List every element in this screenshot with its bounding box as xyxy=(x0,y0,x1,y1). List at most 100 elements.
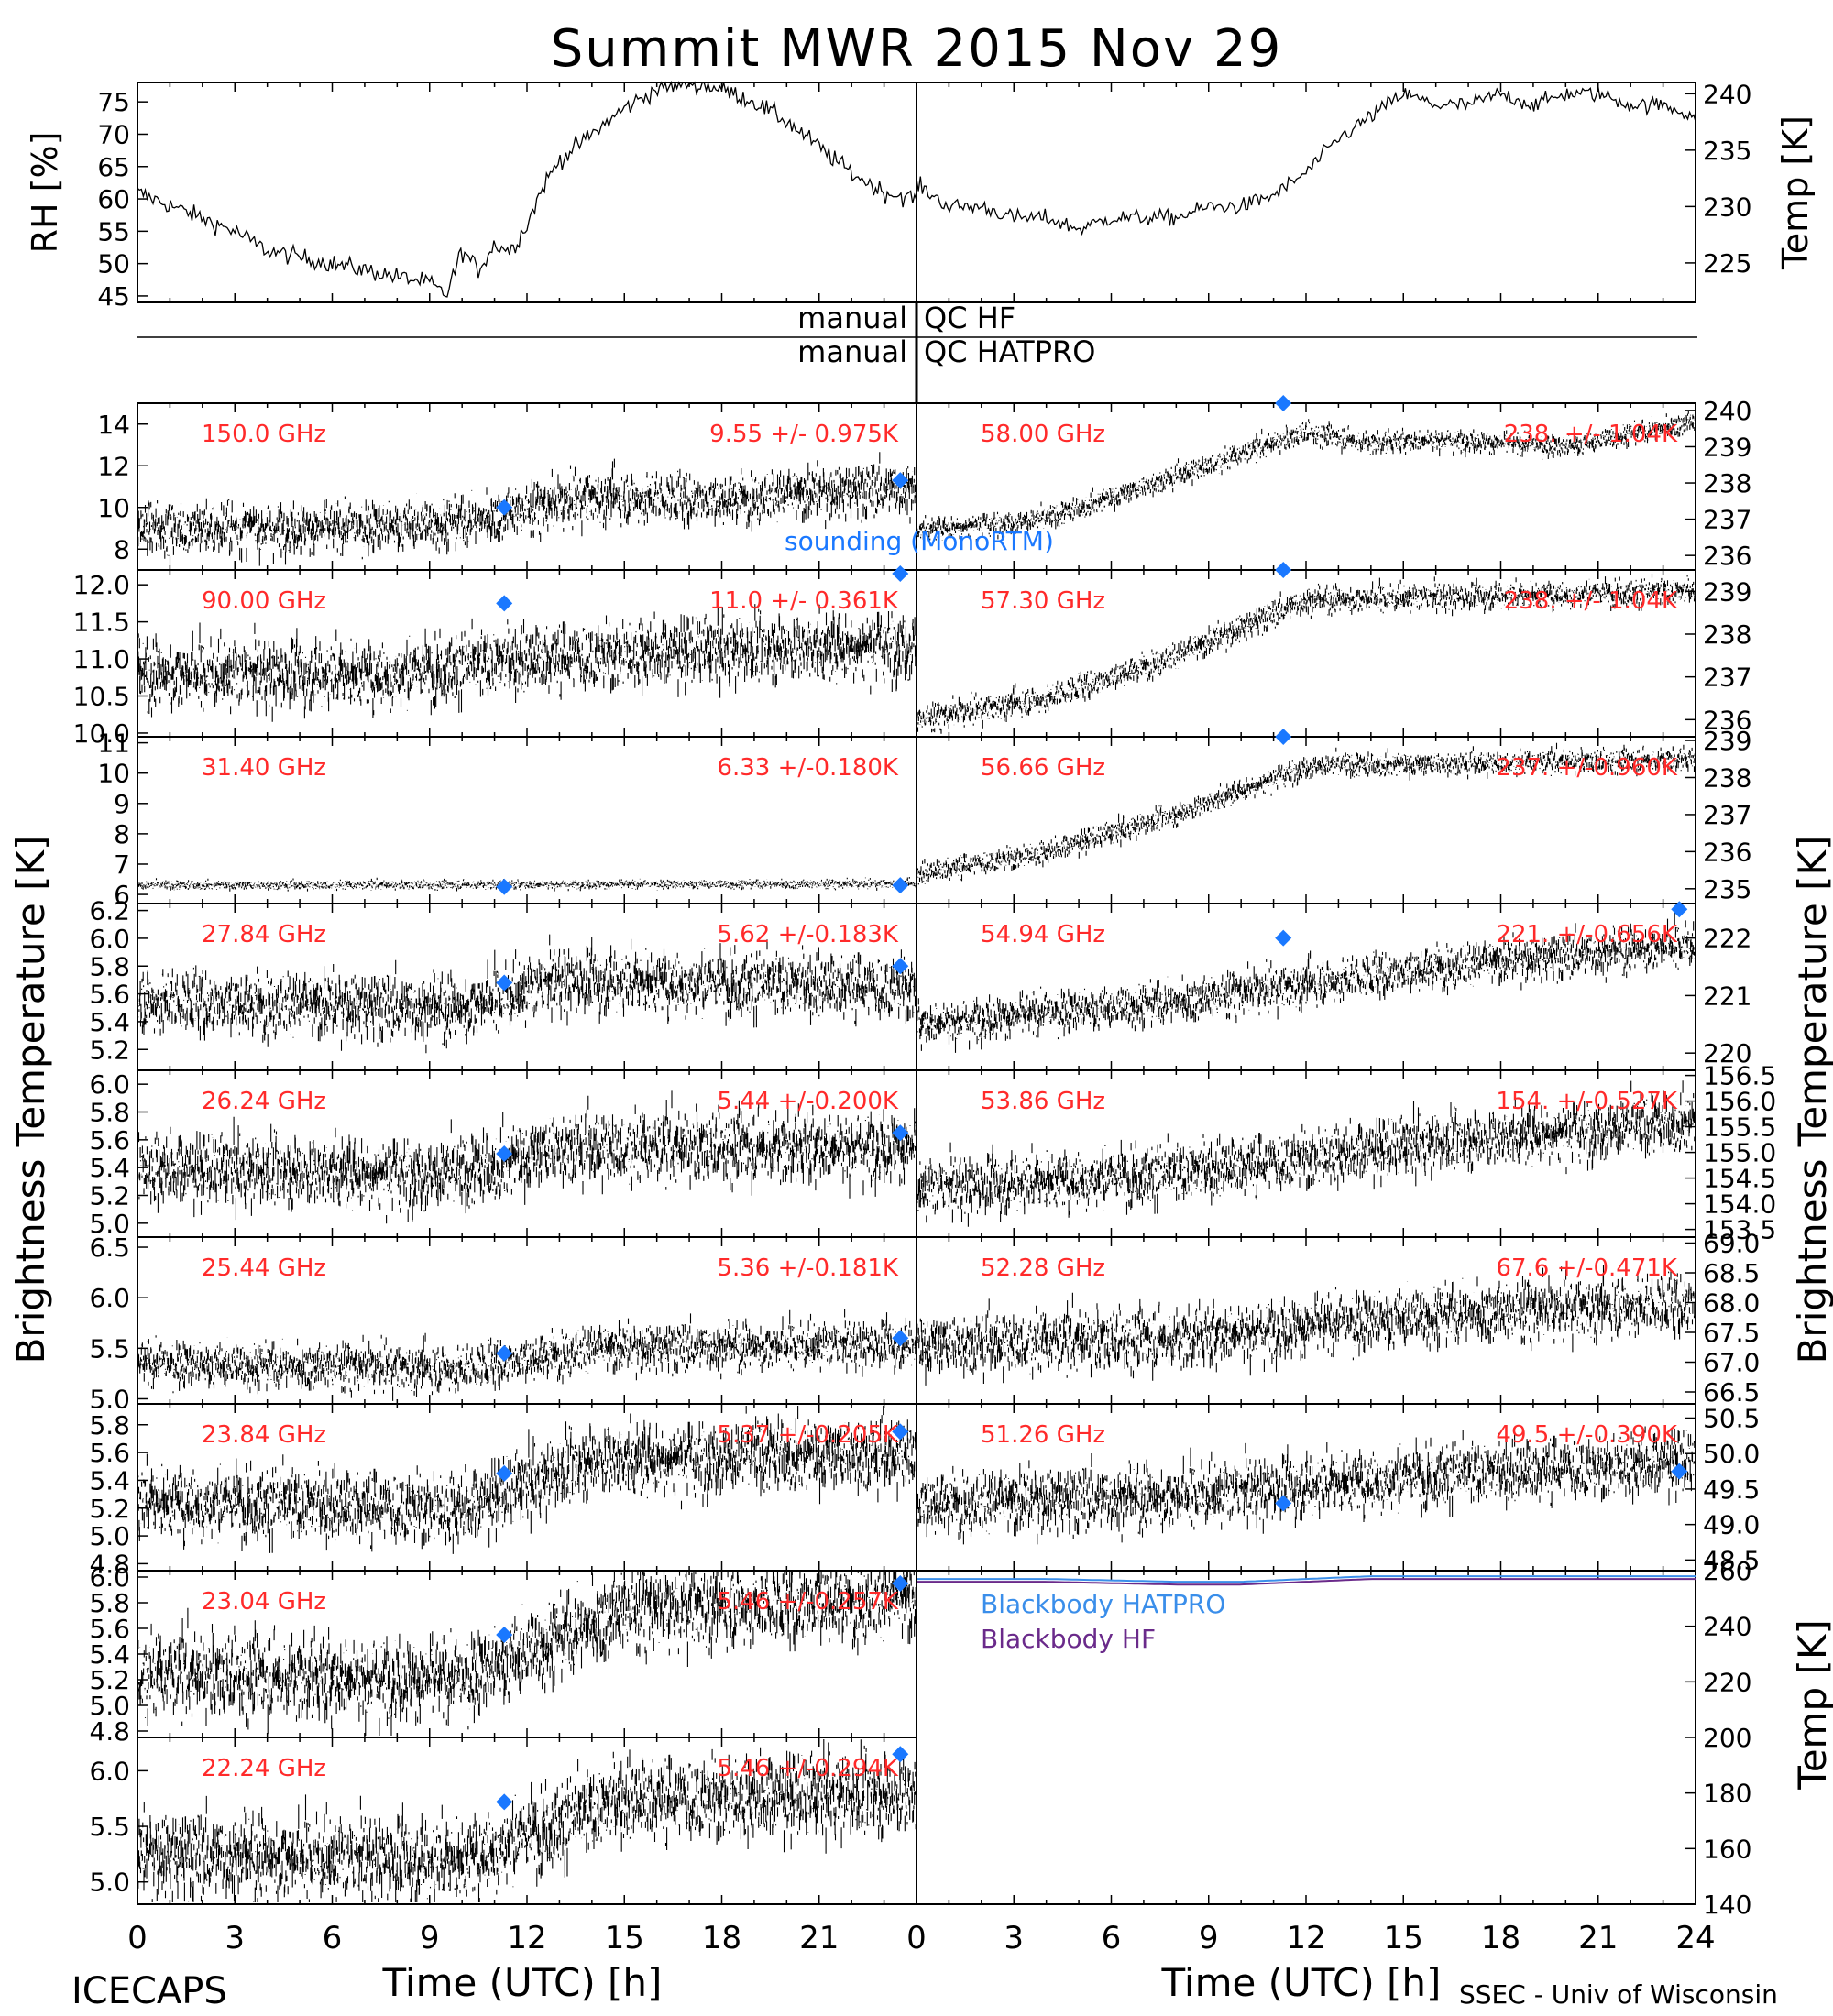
y-tick-label: 230 xyxy=(1703,192,1751,222)
qc-hatpro-label: QC HATPRO xyxy=(924,334,1095,369)
sounding-point xyxy=(1275,395,1292,411)
legend-bb-hatpro: Blackbody HATPRO xyxy=(981,1589,1225,1619)
y-tick-label: 6.0 xyxy=(89,1756,130,1786)
sounding-point xyxy=(892,1575,909,1592)
channel-stat-label: 154. +/-0.527K xyxy=(1496,1088,1678,1115)
y-tick-label: 4.8 xyxy=(89,1549,130,1579)
sounding-point xyxy=(496,1627,513,1643)
y-tick-label: 48.5 xyxy=(1703,1545,1760,1575)
y-tick-label: 5.2 xyxy=(89,1665,130,1695)
y-tick-label: 238 xyxy=(1703,619,1751,650)
channel-series xyxy=(137,934,917,1054)
channel-panel: 5.0 5.5 6.0 22.24 GHz 5.46 +/-0.294K xyxy=(89,1737,917,1905)
channel-panel: 236 237 238 239 240 58.00 GHz 238. +/- 1.04K xyxy=(916,395,1751,571)
sounding-point xyxy=(496,1145,513,1162)
channel-frequency-label: 58.00 GHz xyxy=(981,421,1105,448)
y-tick-label: 239 xyxy=(1703,576,1751,607)
y-tick-label: 5.6 xyxy=(89,1125,130,1156)
y-tick-label: 200 xyxy=(1703,1723,1751,1753)
channel-frequency-label: 53.86 GHz xyxy=(981,1088,1105,1115)
y-tick-label: 14 xyxy=(97,410,130,440)
channel-frequency-label: 31.40 GHz xyxy=(202,754,326,782)
temp-axis-title: Temp [K] xyxy=(1775,115,1816,270)
y-tick-label: 5.0 xyxy=(89,1691,130,1721)
blackbody-series-line xyxy=(916,1575,1696,1583)
x-axis-ticks: 0 3 6 9 12 15 18 21 0 3 6 9 12 15 18 21 24 xyxy=(127,1920,1715,1956)
channel-frequency-label: 25.44 GHz xyxy=(202,1255,326,1282)
x-tick-label: 9 xyxy=(420,1920,440,1956)
channel-frequency-label: 52.28 GHz xyxy=(981,1255,1105,1282)
sounding-point xyxy=(1275,562,1292,578)
channel-series xyxy=(916,1080,1696,1227)
channel-panel: 5.25.45.65.86.06.2 27.84 GHz 5.62 +/-0.183… xyxy=(89,896,917,1071)
y-tick-label: 155.0 xyxy=(1703,1138,1776,1168)
y-tick-label: 45 xyxy=(97,281,130,312)
y-tick-label: 260 xyxy=(1703,1556,1751,1586)
y-tick-label: 220 xyxy=(1703,1667,1751,1697)
y-tick-label: 67.0 xyxy=(1703,1348,1760,1378)
sounding-point xyxy=(496,1793,513,1811)
y-tick-label: 235 xyxy=(1703,874,1751,904)
y-tick-label: 75 xyxy=(97,87,130,117)
y-tick-label: 235 xyxy=(1703,136,1751,166)
channel-panel: 48.5 49.0 49.5 50.0 50.5 51.26 GHz 49.5 +/-0.3… xyxy=(916,1403,1760,1575)
rh-series-line xyxy=(137,80,917,298)
y-tick-label: 10 xyxy=(97,759,130,789)
sounding-point xyxy=(892,877,909,894)
footer-ssec: SSEC - Univ of Wisconsin xyxy=(1459,1979,1778,2010)
y-tick-label: 8 xyxy=(114,534,130,564)
qc-hf-label: QC HF xyxy=(924,301,1015,335)
y-tick-label: 140 xyxy=(1703,1890,1751,1920)
y-tick-label: 154.0 xyxy=(1703,1189,1776,1220)
channel-stat-label: 221. +/-0.656K xyxy=(1496,921,1678,948)
channel-stat-label: 5.36 +/-0.181K xyxy=(717,1255,899,1282)
y-tick-label: 50.0 xyxy=(1703,1439,1760,1469)
y-tick-label: 6.5 xyxy=(89,1233,130,1263)
y-tick-label: 5.4 xyxy=(89,1153,130,1183)
channel-panel: 4.85.05.25.45.65.8 23.84 GHz 5.37 +/-0.205… xyxy=(89,1403,917,1579)
y-tick-label: 49.5 xyxy=(1703,1474,1760,1505)
x-tick-label: 15 xyxy=(1384,1920,1423,1956)
y-tick-label: 239 xyxy=(1703,432,1751,462)
y-tick-label: 236 xyxy=(1703,541,1751,571)
y-tick-label: 55 xyxy=(97,216,130,247)
y-tick-label: 68.0 xyxy=(1703,1288,1760,1319)
x-tick-label: 21 xyxy=(799,1920,839,1956)
bb-temp-axis-title: Temp [K] xyxy=(1790,1619,1833,1791)
y-tick-label: 6.2 xyxy=(89,896,130,926)
y-tick-label: 11.0 xyxy=(73,644,130,674)
sounding-point xyxy=(892,1423,909,1441)
channel-frequency-label: 51.26 GHz xyxy=(981,1421,1105,1449)
y-tick-label: 6 xyxy=(114,880,130,910)
y-tick-label: 155.5 xyxy=(1703,1112,1776,1143)
sounding-point xyxy=(892,472,909,489)
y-tick-label: 70 xyxy=(97,119,130,149)
x-tick-label: 6 xyxy=(323,1920,343,1956)
y-tick-label: 156.0 xyxy=(1703,1087,1776,1117)
y-tick-label: 240 xyxy=(1703,79,1751,109)
chart-title: Summit MWR 2015 Nov 29 xyxy=(551,19,1283,79)
channel-panel: 5.05.25.45.65.86.0 26.24 GHz 5.44 +/-0.200… xyxy=(89,1069,917,1239)
y-tick-label: 5.8 xyxy=(89,1588,130,1618)
y-tick-label: 238 xyxy=(1703,762,1751,793)
channel-stat-label: 67.6 +/-0.471K xyxy=(1496,1255,1678,1282)
sounding-point xyxy=(1671,901,1688,918)
y-tick-label: 49.0 xyxy=(1703,1510,1760,1540)
blackbody-plot-frame xyxy=(916,1570,1696,1905)
channel-series xyxy=(916,742,1696,889)
channel-frequency-label: 23.04 GHz xyxy=(202,1588,326,1616)
right-axis-title: Brightness Temperature [K] xyxy=(1790,836,1833,1364)
y-tick-label: 50.5 xyxy=(1703,1403,1760,1433)
sounding-point xyxy=(496,974,513,992)
y-tick-label: 67.5 xyxy=(1703,1318,1760,1348)
x-tick-label: 18 xyxy=(1481,1920,1520,1956)
y-tick-label: 236 xyxy=(1703,837,1751,867)
blackbody-panel: 140 160 180 200 220 240 260 xyxy=(916,1556,1751,1920)
y-tick-label: 180 xyxy=(1703,1779,1751,1809)
y-tick-label: 5.5 xyxy=(89,1333,130,1364)
y-tick-label: 10.5 xyxy=(73,682,130,712)
y-tick-label: 154.5 xyxy=(1703,1164,1776,1194)
y-tick-label: 4.8 xyxy=(89,1716,130,1747)
sounding-point xyxy=(496,1344,513,1362)
